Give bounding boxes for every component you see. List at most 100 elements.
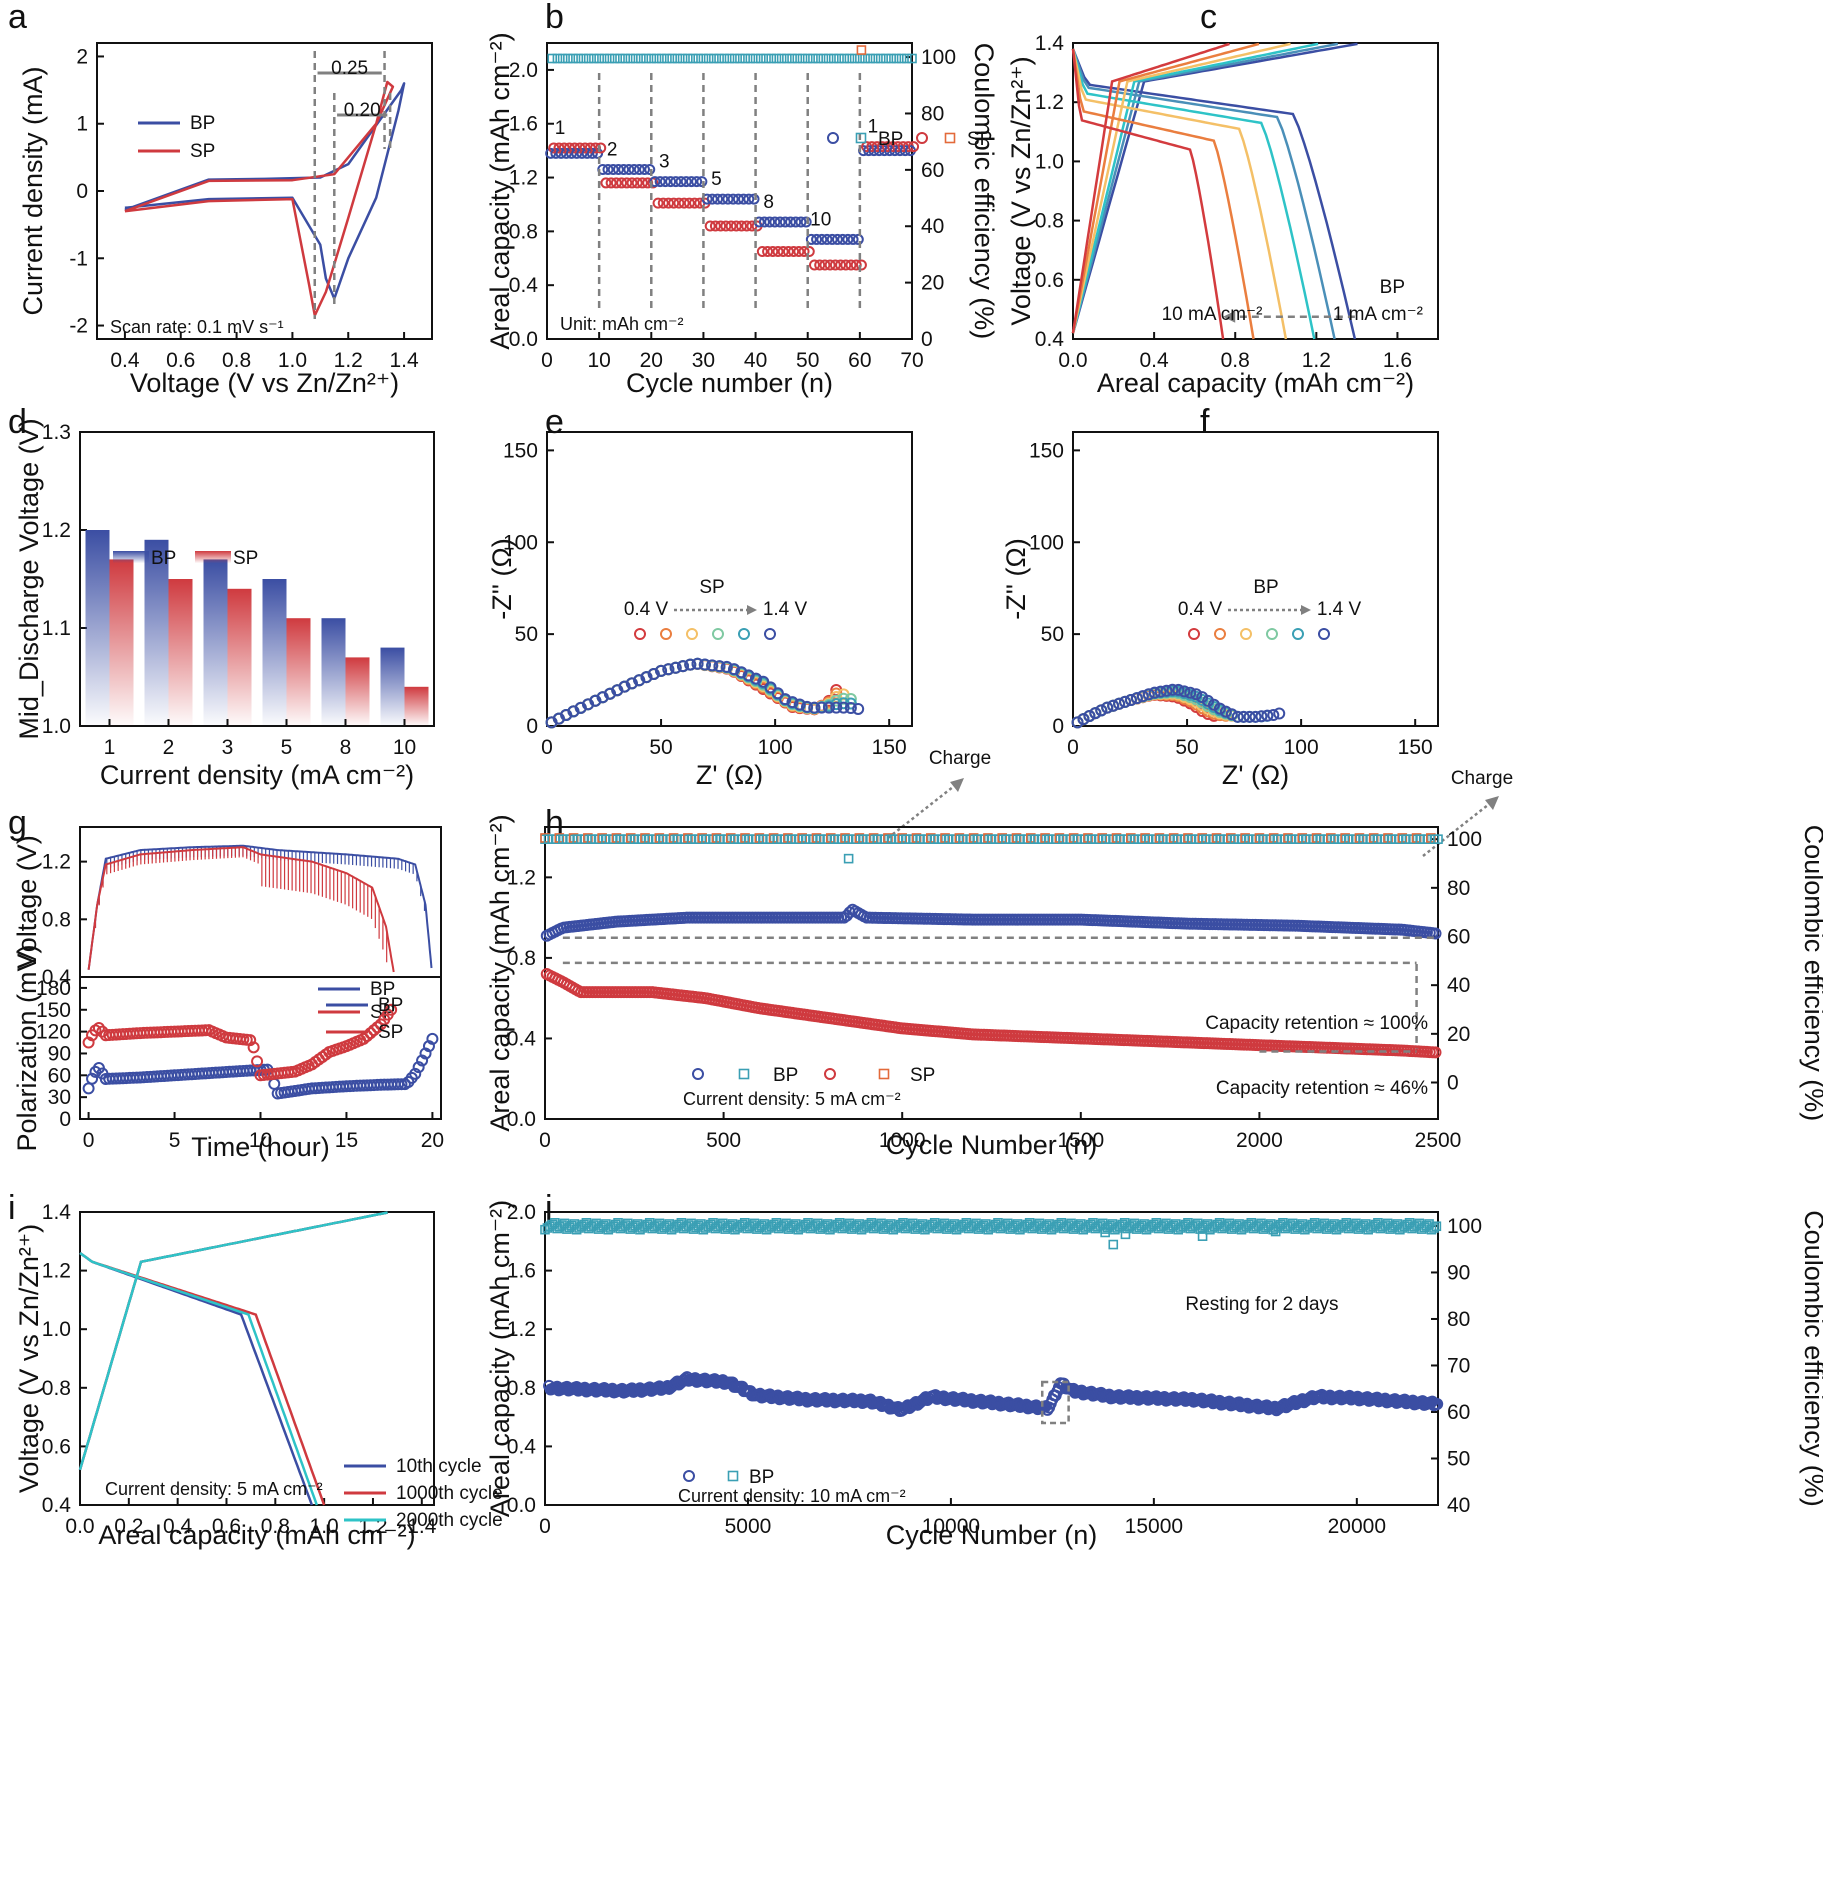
y-right-tick-label: 60 <box>1447 926 1470 949</box>
bar-BP <box>85 530 110 726</box>
bp-ce-point <box>802 53 813 64</box>
x-tick-label: 500 <box>706 1129 741 1152</box>
bp-capacity-point <box>623 163 635 175</box>
bp-capacity-point <box>607 163 619 175</box>
charge-curve <box>1071 42 1358 334</box>
capacity-point <box>1429 927 1442 940</box>
y-tick-label: 0.8 <box>42 1377 71 1400</box>
y-axis-title: Voltage (V) <box>12 835 42 969</box>
y-tick-label: 180 <box>36 977 71 1000</box>
y-tick-label: 1.2 <box>42 1260 71 1283</box>
bp-ce-point <box>714 53 724 64</box>
impedance-point <box>1136 690 1149 703</box>
impedance-point <box>1130 692 1143 705</box>
impedance-point <box>1207 698 1220 711</box>
legend-marker <box>1240 628 1252 640</box>
bp-capacity-point <box>685 176 697 188</box>
impedance-point <box>801 700 814 713</box>
segment-label: 3 <box>659 152 670 173</box>
voltage-curve-BP <box>87 844 433 970</box>
impedance-point <box>742 669 755 682</box>
x-tick-label: 1 <box>104 736 116 759</box>
charge-curve <box>1071 42 1230 334</box>
bp-capacity-point <box>628 163 640 175</box>
annotation: 0.4 V <box>624 599 669 620</box>
bp-ce-point <box>776 53 787 64</box>
x-tick-label: 10 <box>249 1129 272 1152</box>
x-axis-title: Time (hour) <box>191 1132 330 1162</box>
bp-ce-point <box>881 53 891 64</box>
annotation: 0.25 <box>331 58 368 79</box>
y-right-tick-label: 100 <box>1447 1215 1482 1238</box>
x-tick-label: 8 <box>340 736 352 759</box>
charge-curve <box>78 1211 388 1471</box>
y-tick-label: 1.0 <box>1035 150 1064 173</box>
polarization-point <box>371 1021 384 1034</box>
bp-ce-point <box>729 53 740 64</box>
plot-frame <box>544 826 1439 1120</box>
bp-ce-point <box>589 53 599 64</box>
annotation: 1 mA cm⁻² <box>1333 304 1423 325</box>
x-tick-label: 0 <box>541 349 553 372</box>
charge-arrow <box>887 782 959 839</box>
polarization-point <box>96 1025 109 1038</box>
bp-capacity-point <box>769 216 781 228</box>
impedance-point <box>1160 684 1173 697</box>
legend-marker <box>738 1068 750 1080</box>
impedance-point <box>815 701 828 714</box>
impedance-point <box>786 696 799 709</box>
bp-ce-point <box>834 53 844 64</box>
bp-ce-point <box>594 53 604 64</box>
impedance-point <box>1124 693 1137 706</box>
y-right-axis-title: Coulombic efficiency (%) <box>969 43 999 340</box>
annotation: Charge <box>1451 768 1513 789</box>
panel-letter: a <box>8 0 27 36</box>
y-axis-title: Voltage (V vs Zn/Zn²⁺) <box>14 1224 44 1493</box>
y-tick-label: 30 <box>48 1086 71 1109</box>
sp-capacity-point <box>709 220 721 232</box>
impedance-point <box>713 660 726 673</box>
x-axis-title: Z' (Ω) <box>696 760 763 790</box>
segment-label: 2 <box>607 139 618 160</box>
impedance-point <box>808 701 821 714</box>
y-tick-label: 150 <box>36 999 71 1022</box>
x-axis-title: Cycle Number (n) <box>886 1130 1098 1160</box>
legend-label: SP <box>190 141 215 162</box>
sp-capacity-point <box>798 246 810 258</box>
polarization-point <box>82 1036 95 1049</box>
bp-ce-point <box>667 53 677 64</box>
impedance-point <box>676 660 689 673</box>
impedance-point <box>1261 709 1274 722</box>
legend-label: BP <box>151 548 176 569</box>
sp-capacity-point <box>553 142 565 154</box>
polarization-point <box>92 1021 105 1034</box>
bp-capacity-point <box>790 216 802 228</box>
bp-ce-point <box>698 53 709 64</box>
discharge-curve <box>1071 48 1316 340</box>
y-tick-label: 1.3 <box>42 421 71 444</box>
bp-ce-point <box>724 53 735 64</box>
impedance-point <box>1101 701 1114 714</box>
bp-ce-point <box>849 53 860 64</box>
x-tick-label: 0.6 <box>212 1515 241 1538</box>
sp-capacity-point <box>840 259 852 271</box>
impedance-point <box>1243 710 1256 723</box>
legend-marker <box>855 132 867 144</box>
bp-ce-point <box>745 53 756 64</box>
y-tick-label: 0.8 <box>509 220 538 243</box>
annotation: Capacity retention ≈ 100% <box>1205 1013 1428 1034</box>
y-tick-label: 1 <box>76 113 88 136</box>
bp-capacity-point <box>795 216 807 228</box>
polarization-point <box>426 1032 439 1045</box>
impedance-point <box>852 702 865 715</box>
y-right-tick-label: 80 <box>921 102 944 125</box>
legend-marker <box>686 628 698 640</box>
arrow-head <box>747 605 757 615</box>
bp-capacity-point <box>727 193 739 205</box>
impedance-point <box>830 701 843 714</box>
x-tick-label: 100 <box>1284 736 1319 759</box>
x-tick-label: 0.4 <box>1140 349 1170 372</box>
bp-capacity-point <box>665 176 677 188</box>
impedance-point <box>749 672 762 685</box>
bp-ce-point <box>886 53 896 64</box>
